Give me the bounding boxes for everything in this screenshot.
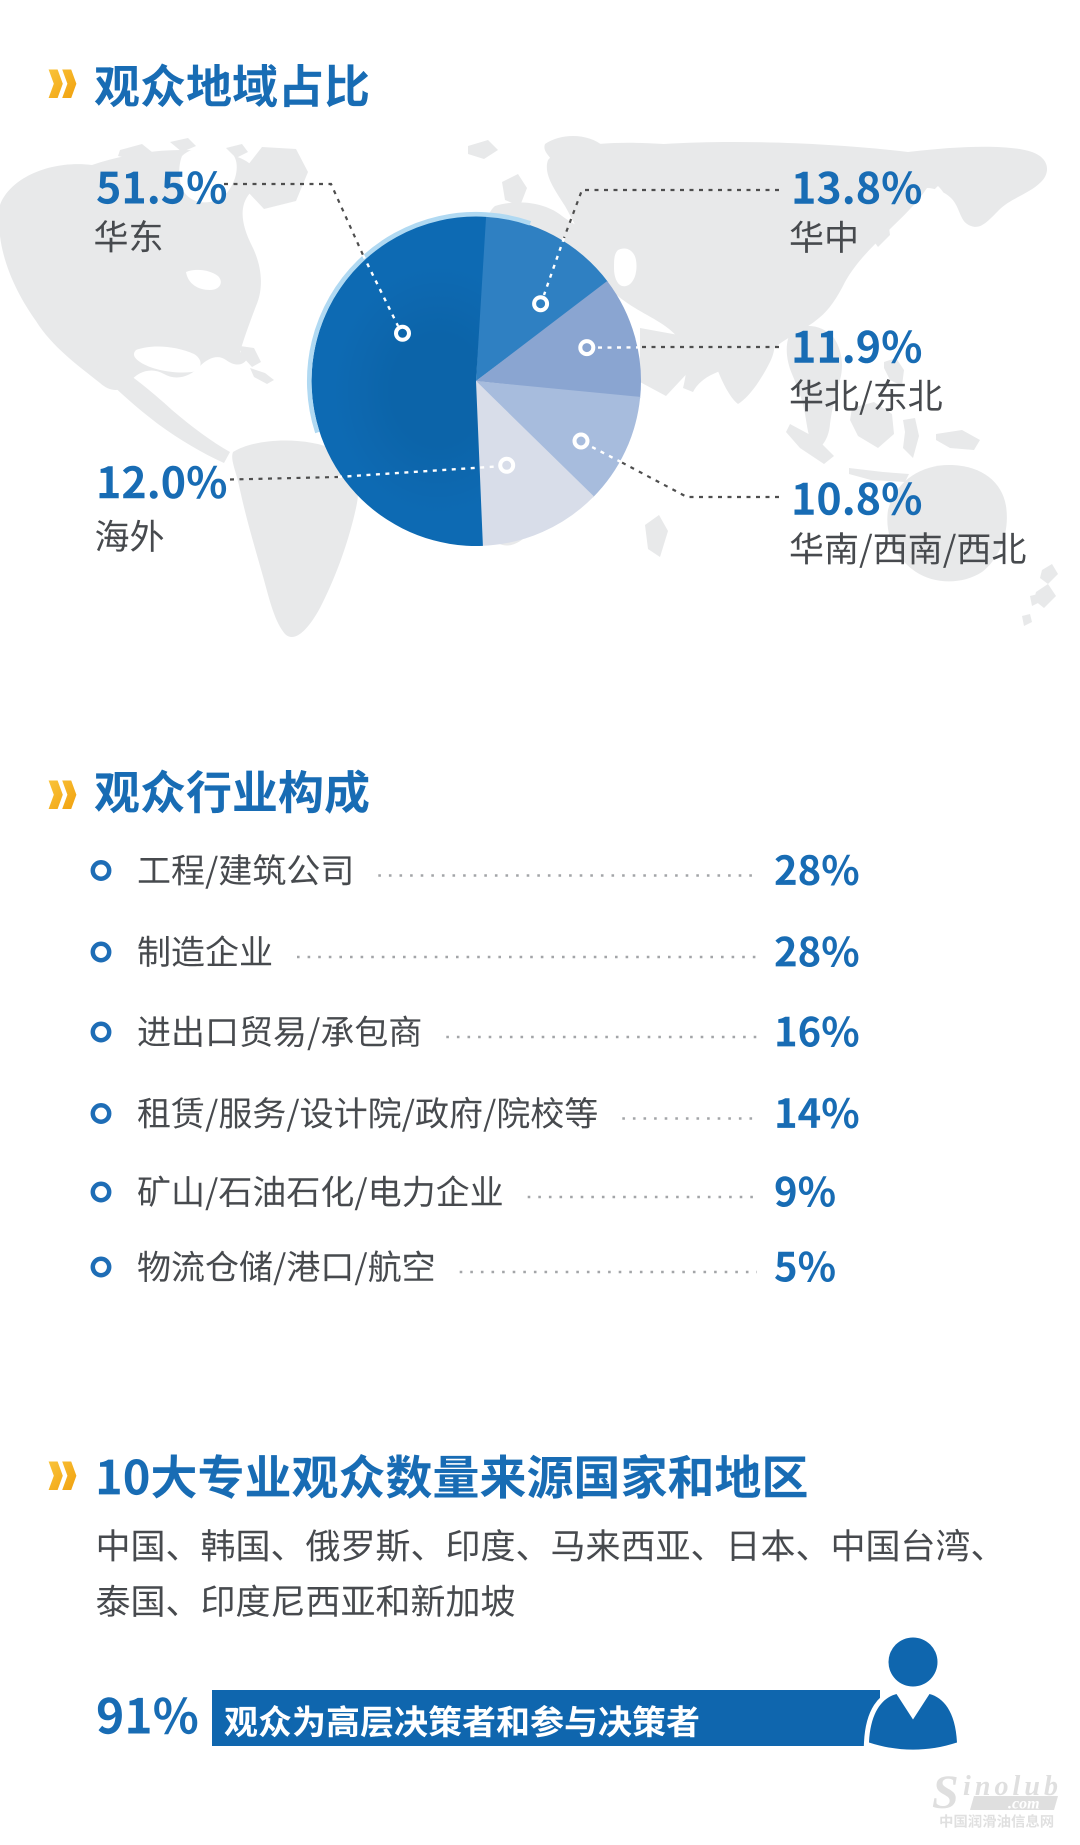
svg-text:S: S: [932, 1766, 959, 1819]
svg-text:.com: .com: [1008, 1796, 1040, 1813]
